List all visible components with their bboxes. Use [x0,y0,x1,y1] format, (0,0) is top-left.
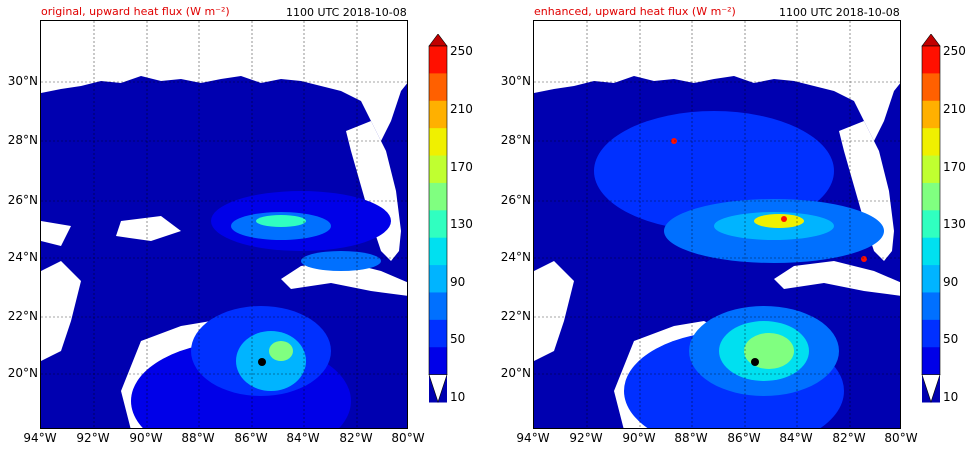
lon-tick: 88°W [674,431,708,445]
colorbar-label: 170 [450,160,473,174]
colorbar-scale [428,33,448,403]
lon-tick: 80°W [391,431,425,445]
lon-tick: 92°W [76,431,110,445]
lat-tick: 24°N [7,250,38,264]
lat-tick: 30°N [7,74,38,88]
lat-tick: 20°N [7,366,38,380]
lon-tick: 82°W [339,431,373,445]
colorbar-label: 10 [450,390,466,404]
colorbar-segment [922,319,940,348]
panel-time: 1100 UTC 2018-10-08 [286,6,407,19]
colorbar-segment [922,210,940,239]
colorbar-segment [922,155,940,184]
colorbar: 250 210 170 130 90 50 10 [428,33,473,414]
flux-map-canvas [534,21,900,428]
lat-tick: 22°N [7,309,38,323]
lat-tick: 26°N [500,193,531,207]
lon-tick: 80°W [884,431,918,445]
colorbar-extend-max [428,33,448,47]
colorbar-extend-max [921,33,941,47]
colorbar-label: 90 [450,275,466,289]
flux-map [533,20,901,429]
colorbar-segment [922,237,940,266]
colorbar-segment [922,46,940,74]
flux-map [40,20,408,429]
lon-tick: 84°W [779,431,813,445]
colorbar-extend-min [921,374,941,403]
colorbar-segment [922,182,940,211]
colorbar-segment [922,73,940,102]
lon-tick: 90°W [622,431,656,445]
colorbar-segment [429,210,447,239]
colorbar-label: 130 [943,217,966,231]
colorbar-extend-min [428,374,448,403]
colorbar-segment [429,265,447,293]
colorbar-segment [429,237,447,266]
lat-tick: 28°N [500,133,531,147]
lat-tick: 20°N [500,366,531,380]
colorbar-segment [429,100,447,129]
lat-tick: 26°N [7,193,38,207]
colorbar-segment [429,347,447,376]
lon-tick: 86°W [234,431,268,445]
colorbar-segment [429,46,447,74]
colorbar-segment [922,100,940,129]
colorbar-label: 10 [943,390,959,404]
panel-enhanced: enhanced, upward heat flux (W m⁻²) 1100 … [486,0,972,451]
colorbar-segment [922,292,940,321]
lon-tick: 92°W [569,431,603,445]
lon-tick: 82°W [832,431,866,445]
colorbar-label: 250 [450,44,473,58]
panel-time: 1100 UTC 2018-10-08 [779,6,900,19]
colorbar-segment [922,265,940,293]
colorbar-label: 50 [450,332,466,346]
colorbar-label: 130 [450,217,473,231]
lat-tick: 30°N [500,74,531,88]
colorbar-label: 210 [450,102,473,116]
colorbar-segment [429,292,447,321]
colorbar-segment [429,73,447,102]
colorbar-segment [429,319,447,348]
colorbar-segment [922,128,940,157]
panel-original: original, upward heat flux (W m⁻²) 1100 … [7,5,473,445]
lon-tick: 94°W [516,431,550,445]
colorbar-segment [429,155,447,184]
panel-title: original, upward heat flux (W m⁻²) [41,5,230,18]
flux-map-canvas [41,21,407,428]
lat-tick: 24°N [500,250,531,264]
panel-title: enhanced, upward heat flux (W m⁻²) [534,5,736,18]
colorbar-label: 210 [943,102,966,116]
lon-tick: 88°W [181,431,215,445]
lon-tick: 84°W [286,431,320,445]
lon-tick: 90°W [129,431,163,445]
colorbar-segment [922,347,940,376]
colorbar-scale [921,33,941,403]
lon-tick: 94°W [23,431,57,445]
colorbar-segment [429,182,447,211]
colorbar-label: 250 [943,44,966,58]
lat-tick: 22°N [500,309,531,323]
colorbar-label: 50 [943,332,959,346]
lat-tick: 28°N [7,133,38,147]
colorbar: 250 210 170 130 90 50 10 [921,33,966,414]
colorbar-segment [429,128,447,157]
colorbar-label: 90 [943,275,959,289]
lon-tick: 86°W [727,431,761,445]
colorbar-label: 170 [943,160,966,174]
